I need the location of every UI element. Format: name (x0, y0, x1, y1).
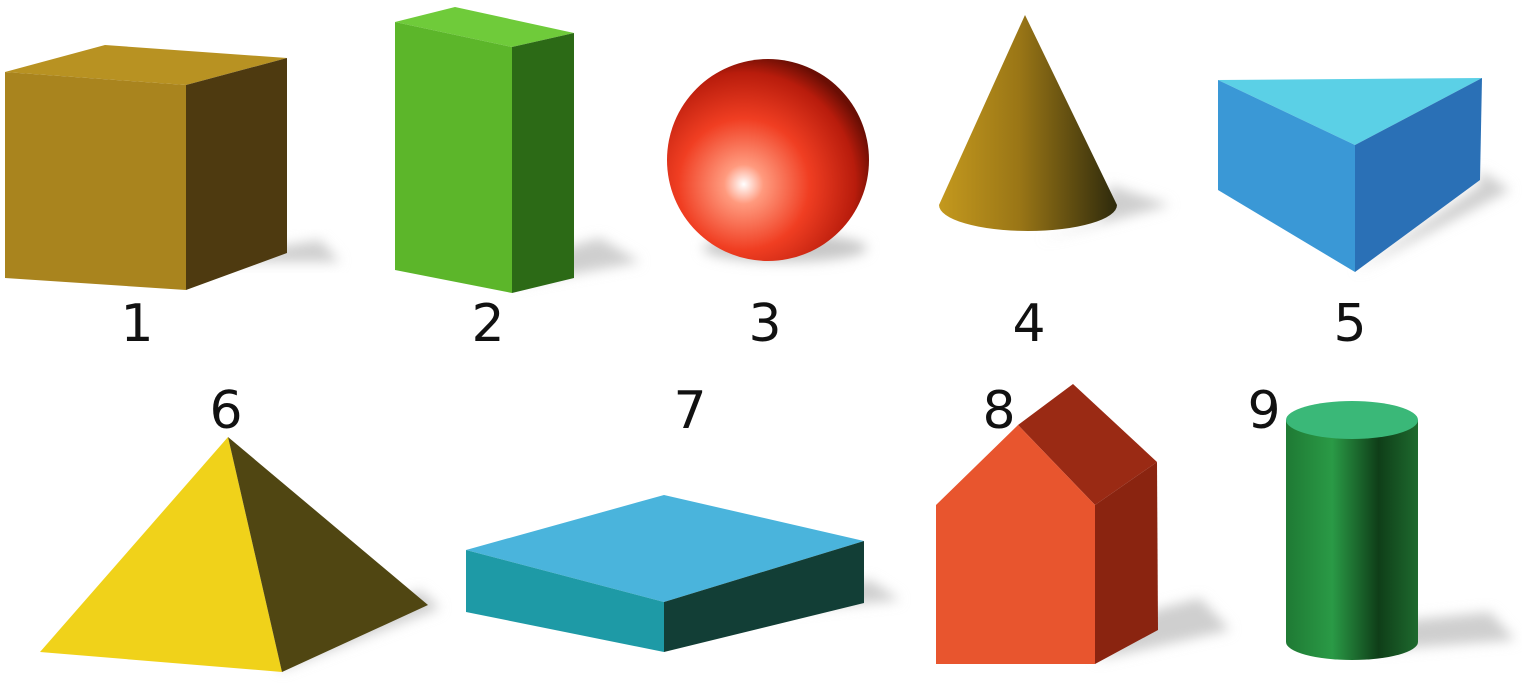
shape-label-8: 8 (982, 381, 1016, 441)
triangular-prism-icon (1218, 78, 1510, 272)
cube-icon (5, 45, 340, 290)
shape-label-5: 5 (1333, 294, 1367, 354)
square-pyramid-icon (40, 437, 440, 672)
cone-icon (939, 15, 1170, 240)
shape-label-4: 4 (1012, 294, 1046, 354)
shape-label-1: 1 (120, 294, 154, 354)
shape-label-7: 7 (673, 381, 707, 441)
shape-label-6: 6 (209, 381, 243, 441)
rectangular-prism-icon (395, 7, 640, 293)
flat-rectangular-prism-icon (466, 495, 900, 652)
shape-label-2: 2 (471, 294, 505, 354)
cylinder-icon (1286, 401, 1515, 660)
sphere-icon (667, 59, 869, 262)
shape-label-3: 3 (748, 294, 782, 354)
shape-label-9: 9 (1247, 381, 1281, 441)
house-prism-icon (936, 384, 1230, 664)
